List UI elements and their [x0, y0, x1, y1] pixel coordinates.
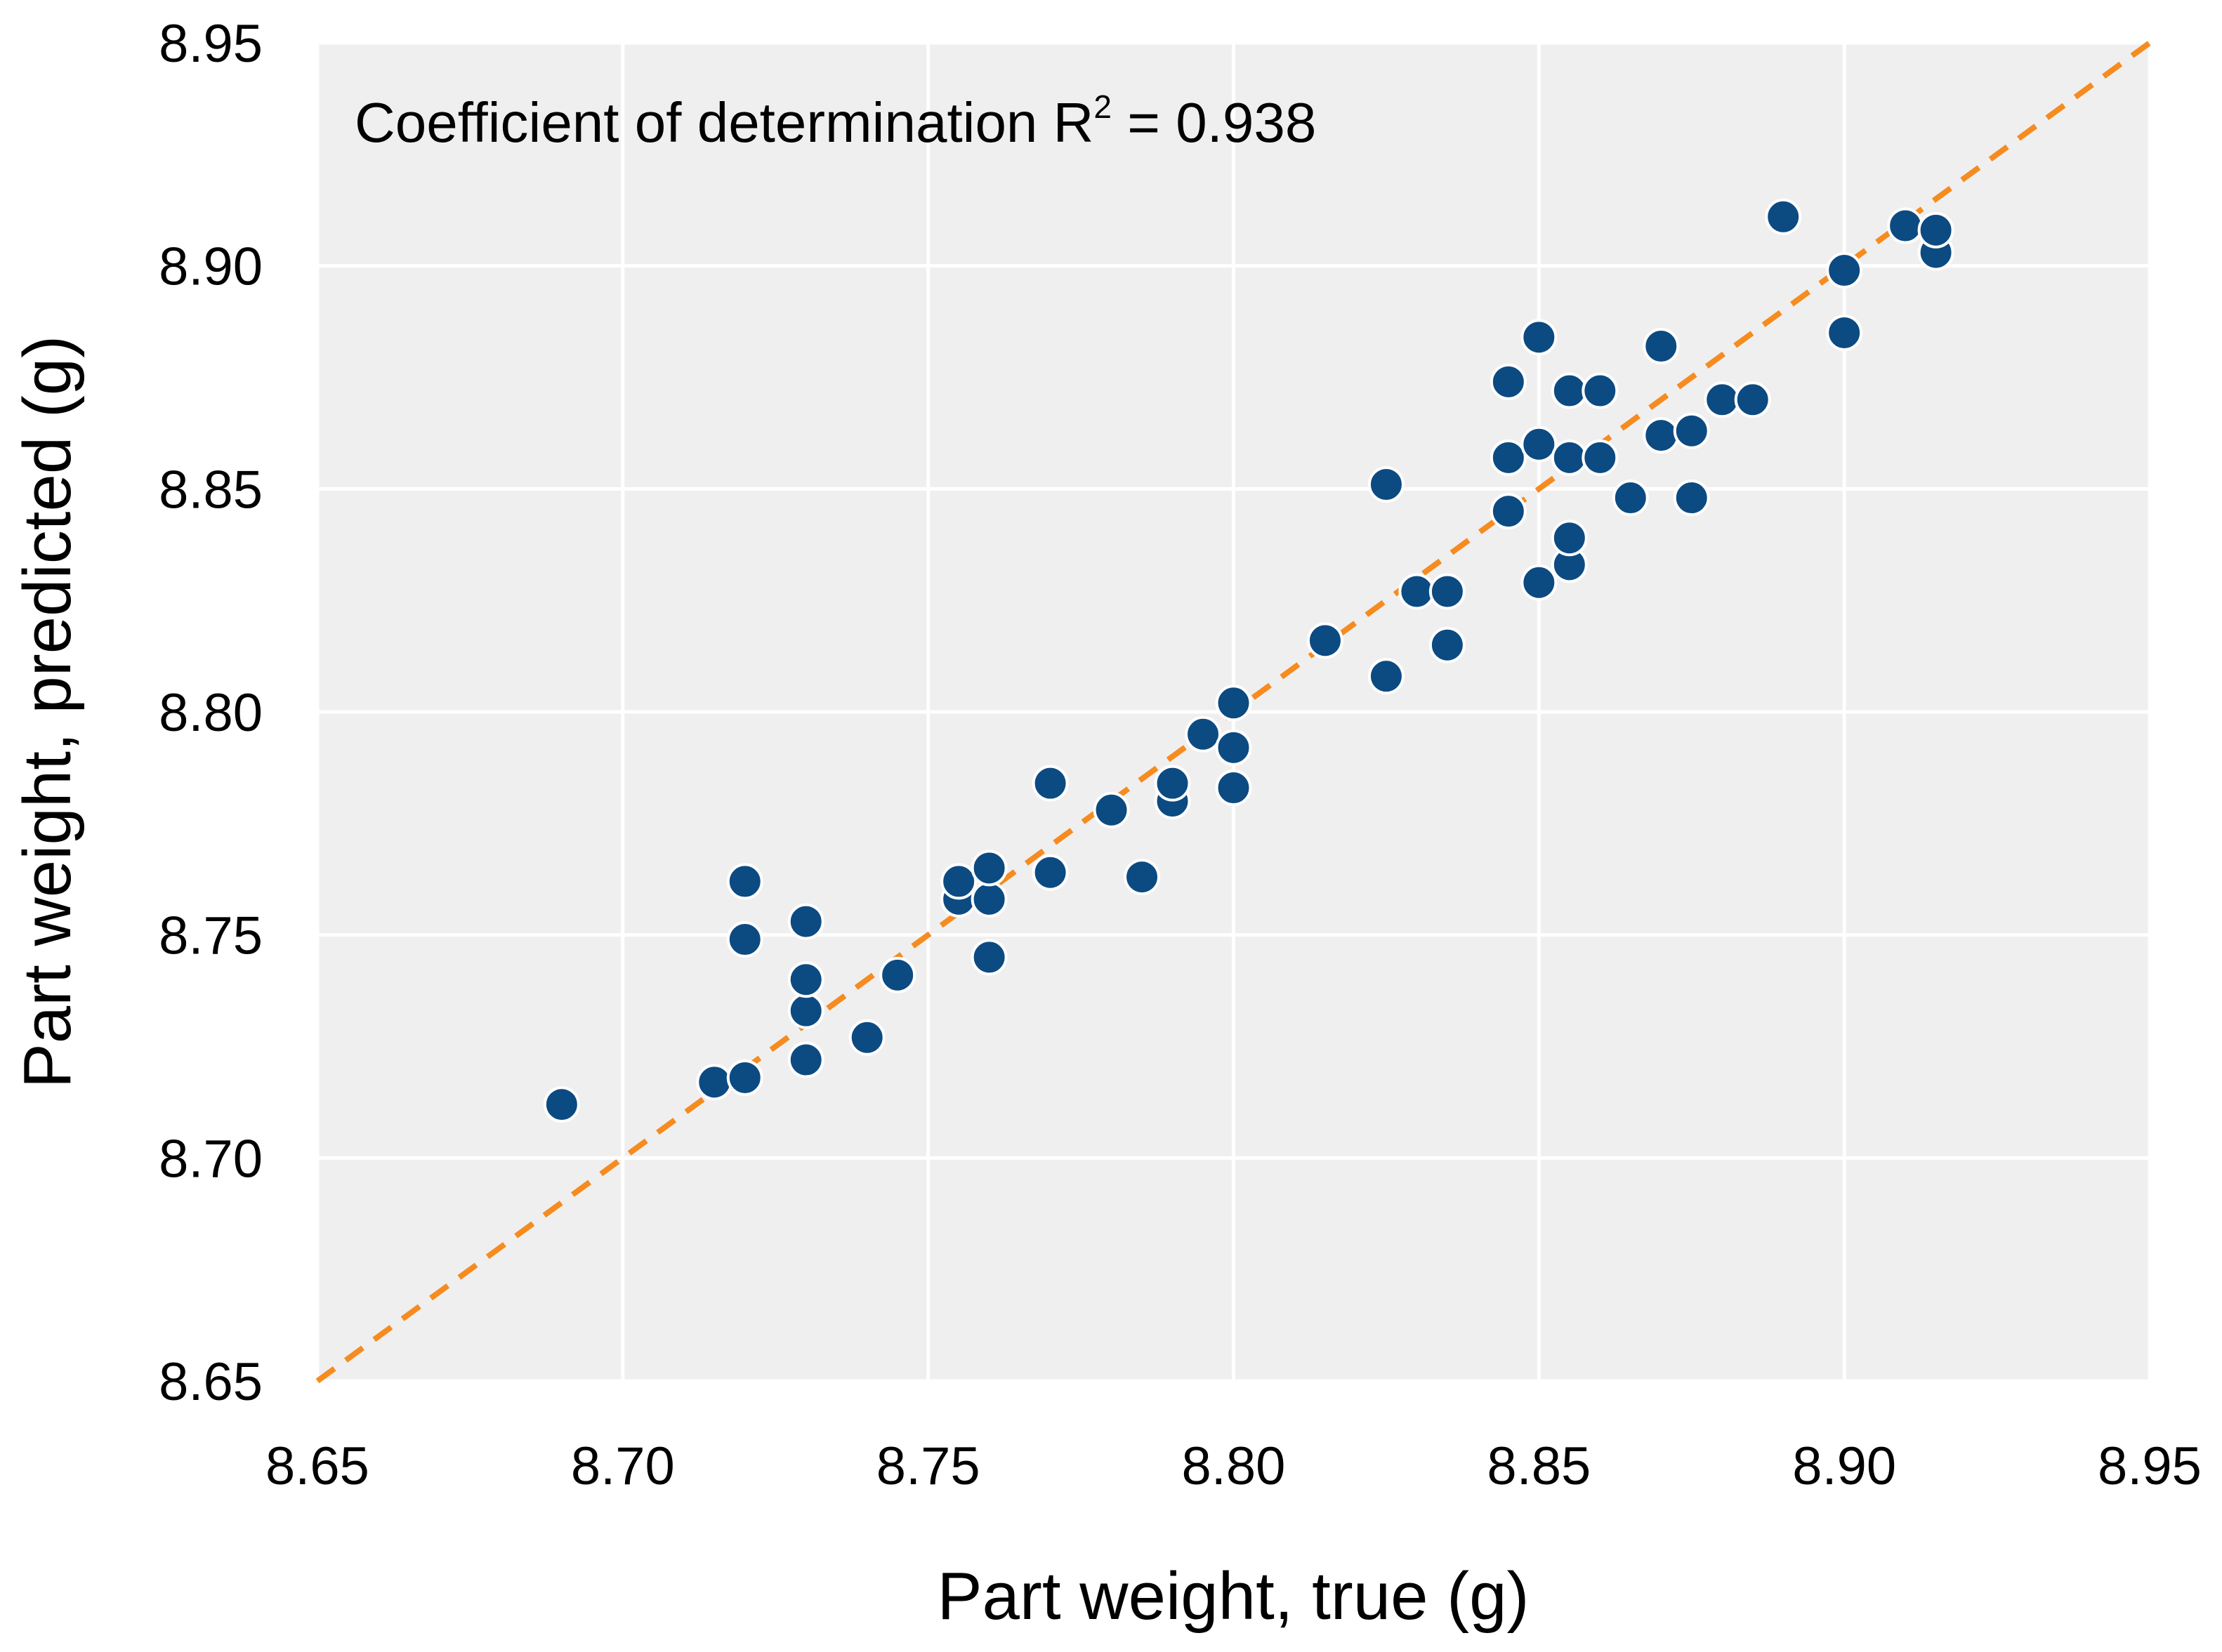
scatter-point	[848, 1019, 886, 1056]
scatter-point	[1704, 381, 1741, 418]
annotation-suffix: = 0.938	[1112, 91, 1316, 154]
x-tick-label: 8.85	[1487, 1436, 1591, 1496]
scatter-point	[1887, 207, 1924, 244]
scatter-point	[1490, 363, 1527, 400]
scatter-point	[879, 956, 916, 993]
scatter-point	[1032, 854, 1069, 891]
scatter-point	[1093, 791, 1130, 828]
annotation-r-squared: Coefficient of determination R2 = 0.938	[355, 88, 1316, 154]
x-tick-label: 8.80	[1182, 1436, 1286, 1496]
scatter-point	[726, 921, 763, 958]
scatter-point	[1643, 328, 1680, 365]
scatter-point	[1673, 480, 1710, 517]
scatter-point	[1215, 685, 1252, 722]
scatter-point	[1612, 480, 1649, 517]
y-tick-label: 8.80	[159, 683, 263, 743]
scatter-point	[787, 903, 824, 940]
scatter-point	[726, 1059, 763, 1096]
scatter-point	[1428, 573, 1466, 610]
annotation-prefix: Coefficient of determination R	[355, 91, 1093, 154]
scatter-point	[1582, 372, 1619, 409]
scatter-point	[1306, 622, 1343, 659]
scatter-point	[1551, 439, 1588, 476]
scatter-point	[1765, 198, 1802, 235]
scatter-point	[971, 939, 1008, 976]
scatter-point	[543, 1086, 580, 1123]
scatter-point	[1520, 564, 1558, 601]
scatter-point	[1185, 715, 1222, 753]
scatter-point	[1520, 425, 1558, 463]
scatter-point	[1826, 314, 1863, 351]
scatter-point	[1551, 520, 1588, 557]
scatter-point	[1826, 252, 1863, 289]
scatter-point	[971, 880, 1008, 918]
y-tick-label: 8.65	[159, 1352, 263, 1412]
x-tick-label: 8.70	[571, 1436, 675, 1496]
data-points	[543, 198, 1954, 1123]
y-tick-label: 8.90	[159, 237, 263, 297]
y-tick-label: 8.85	[159, 460, 263, 520]
annotation-superscript: 2	[1093, 88, 1112, 125]
x-tick-labels: 8.65 8.70 8.75 8.80 8.85 8.90 8.95	[265, 1436, 2202, 1496]
y-tick-label: 8.95	[159, 14, 263, 74]
scatter-point	[1367, 658, 1405, 695]
scatter-point	[1520, 319, 1558, 356]
scatter-point	[1428, 626, 1466, 663]
scatter-point	[971, 850, 1008, 887]
y-tick-label: 8.75	[159, 906, 263, 966]
scatter-point	[1215, 729, 1252, 766]
scatter-point	[1643, 417, 1680, 454]
x-axis-title: Part weight, true (g)	[938, 1559, 1530, 1634]
scatter-point	[1582, 439, 1619, 476]
x-tick-label: 8.65	[265, 1436, 369, 1496]
x-tick-label: 8.95	[2098, 1436, 2202, 1496]
scatter-point	[940, 863, 978, 900]
scatter-point	[1215, 769, 1252, 807]
scatter-point	[1032, 765, 1069, 802]
scatter-point	[787, 1041, 824, 1078]
x-tick-label: 8.75	[876, 1436, 980, 1496]
y-axis-title: Part weight, predicted (g)	[10, 336, 85, 1089]
scatter-point	[1673, 412, 1710, 449]
scatter-point	[1154, 765, 1191, 802]
y-tick-labels: 8.65 8.70 8.75 8.80 8.85 8.90 8.95	[159, 14, 263, 1412]
scatter-point	[1734, 381, 1771, 418]
scatter-point	[696, 1064, 733, 1101]
scatter-point	[726, 863, 763, 900]
scatter-point	[787, 961, 824, 998]
scatter-point	[1551, 372, 1588, 409]
scatter-point	[1490, 439, 1527, 476]
x-tick-label: 8.90	[1792, 1436, 1896, 1496]
scatter-point	[1367, 465, 1405, 503]
scatter-point	[1917, 211, 1954, 249]
scatter-point	[1398, 573, 1435, 610]
scatter-point	[1490, 493, 1527, 530]
y-tick-label: 8.70	[159, 1129, 263, 1189]
scatter-point	[1124, 859, 1161, 896]
scatter-point	[787, 992, 824, 1029]
